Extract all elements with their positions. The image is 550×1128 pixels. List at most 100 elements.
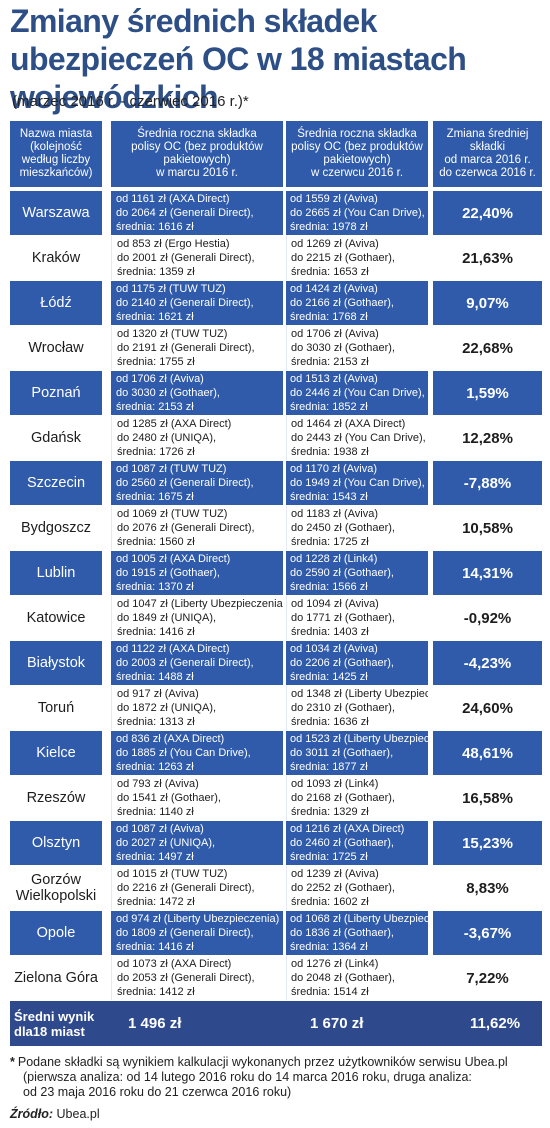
june-premium-line: od 1424 zł (Aviva) (290, 283, 378, 295)
june-premium: od 1424 zł (Aviva) do 2166 zł (Gothaer), ś… (286, 281, 428, 325)
march-premium-line: do 1872 zł (UNIQA), (117, 702, 217, 714)
june-premium: od 1559 zł (Aviva) do 2665 zł (You Can Dr… (286, 191, 428, 235)
june-premium-line: do 2460 zł (Gothaer), (290, 837, 394, 849)
city-name-text: Białystok (26, 655, 86, 671)
june-premium-line: od 1464 zł (AXA Direct) (291, 418, 406, 430)
march-premium: od 1161 zł (AXA Direct) do 2064 zł (Gener… (111, 191, 283, 235)
march-premium: od 1069 zł (TUW TUZ) do 2076 zł (Generali… (111, 506, 283, 550)
table-header: Nazwa miasta (kolejność według liczby mi… (10, 121, 542, 187)
march-premium: od 1073 zł (AXA Direct) do 2053 zł (Gener… (111, 956, 283, 1000)
table-row: Olsztyn od 1087 zł (Aviva) do 2027 zł (UNI… (10, 821, 542, 865)
june-premium-line: do 3011 zł (Gothaer), (290, 747, 394, 759)
summary-row: Średni wynik dla18 miast 1 496 zł 1 670 … (10, 1001, 542, 1046)
june-premium-line: do 1949 zł (You Can Drive), (290, 477, 425, 489)
change-percent: 48,61% (433, 731, 542, 775)
june-premium-line: od 1348 zł (Liberty Ubezpieczenia) (291, 688, 428, 700)
june-premium-line: od 1269 zł (Aviva) (291, 238, 379, 250)
june-premium: od 1183 zł (Aviva) do 2450 zł (Gothaer), ś… (286, 506, 428, 550)
march-premium-line: do 2027 zł (UNIQA), (116, 837, 216, 849)
footnote-star: * (10, 1055, 15, 1069)
table-row: Warszawa od 1161 zł (AXA Direct) do 2064 z… (10, 191, 542, 235)
march-premium-line: do 1809 zł (Generali Direct), (116, 927, 254, 939)
march-premium: od 1285 zł (AXA Direct) do 2480 zł (UNIQA… (111, 416, 283, 460)
march-premium: od 1320 zł (TUW TUZ) do 2191 zł (Generali… (111, 326, 283, 370)
table-row: Gorzów Wielkopolski od 1015 zł (TUW TUZ) d… (10, 866, 542, 910)
march-premium: od 974 zł (Liberty Ubezpieczenia) do 1809… (111, 911, 283, 955)
march-premium-line: do 2216 zł (Generali Direct), (117, 882, 255, 894)
march-premium: od 1005 zł (AXA Direct) do 1915 zł (Gotha… (111, 551, 283, 595)
change-percent: 12,28% (433, 416, 542, 460)
table-row: Wrocław od 1320 zł (TUW TUZ) do 2191 zł (G… (10, 326, 542, 370)
summary-march: 1 496 zł (128, 1015, 182, 1032)
june-premium: od 1216 zł (AXA Direct) do 2460 zł (Gotha… (286, 821, 428, 865)
june-premium-line: do 2590 zł (Gothaer), (290, 567, 394, 579)
march-premium: od 1706 zł (Aviva) do 3030 zł (Gothaer), ś… (111, 371, 283, 415)
june-premium: od 1269 zł (Aviva) do 2215 zł (Gothaer), ś… (286, 236, 428, 280)
table-row: Poznań od 1706 zł (Aviva) do 3030 zł (Goth… (10, 371, 542, 415)
march-premium-line: średnia: 1621 zł (116, 311, 194, 323)
march-premium-line: średnia: 1726 zł (117, 446, 195, 458)
march-premium: od 793 zł (Aviva) do 1541 zł (Gothaer), śr… (111, 776, 283, 820)
june-premium-line: średnia: 1514 zł (291, 986, 369, 998)
march-premium-line: od 853 zł (Ergo Hestia) (117, 238, 230, 250)
header-change: Zmiana średniej składki od marca 2016 r.… (433, 121, 542, 187)
june-premium: od 1513 zł (Aviva) do 2446 zł (You Can Dr… (286, 371, 428, 415)
table-row: Rzeszów od 793 zł (Aviva) do 1541 zł (Goth… (10, 776, 542, 820)
june-premium-line: do 2166 zł (Gothaer), (290, 297, 394, 309)
march-premium-line: do 2560 zł (Generali Direct), (116, 477, 254, 489)
march-premium-line: do 2480 zł (UNIQA), (117, 432, 217, 444)
city-name: Olsztyn (10, 821, 102, 865)
table-row: Kraków od 853 zł (Ergo Hestia) do 2001 zł … (10, 236, 542, 280)
march-premium-line: od 974 zł (Liberty Ubezpieczenia) (116, 913, 280, 925)
march-premium-line: od 1073 zł (AXA Direct) (117, 958, 232, 970)
june-premium: od 1068 zł (Liberty Ubezpieczenia) do 183… (286, 911, 428, 955)
march-premium-line: od 793 zł (Aviva) (117, 778, 199, 790)
change-percent: -0,92% (433, 596, 542, 640)
june-premium-line: średnia: 2153 zł (291, 356, 369, 368)
city-name-text: Łódź (40, 295, 72, 311)
june-premium-line: od 1228 zł (Link4) (290, 553, 378, 565)
change-percent: 1,59% (433, 371, 542, 415)
june-premium-line: od 1183 zł (Aviva) (291, 508, 379, 520)
march-premium-line: średnia: 1488 zł (116, 671, 194, 683)
march-premium-line: od 1706 zł (Aviva) (116, 373, 204, 385)
march-premium: od 1015 zł (TUW TUZ) do 2216 zł (Generali… (111, 866, 283, 910)
june-premium-line: do 1836 zł (Gothaer), (290, 927, 394, 939)
city-name: Kraków (10, 236, 102, 280)
june-premium: od 1093 zł (Link4) do 2168 zł (Gothaer), ś… (286, 776, 428, 820)
march-premium-line: do 2191 zł (Generali Direct), (117, 342, 255, 354)
june-premium-line: średnia: 1877 zł (290, 761, 368, 773)
march-premium-line: średnia: 1416 zł (116, 941, 194, 953)
footnote-line: od 23 maja 2016 roku do 21 czerwca 2016 … (23, 1085, 292, 1099)
june-premium-line: średnia: 1725 zł (291, 536, 369, 548)
footnote-line: * Podane składki są wynikiem kalkulacji w… (10, 1055, 545, 1070)
march-premium: od 853 zł (Ergo Hestia) do 2001 zł (Gener… (111, 236, 283, 280)
city-name-text: Zielona Góra (14, 970, 98, 986)
june-premium-line: średnia: 1425 zł (290, 671, 368, 683)
june-premium-line: od 1523 zł (Liberty Ubezpieczenia) (290, 733, 428, 745)
june-premium-line: średnia: 1768 zł (290, 311, 368, 323)
june-premium-line: do 2252 zł (Gothaer), (291, 882, 395, 894)
june-premium-line: średnia: 1725 zł (290, 851, 368, 863)
june-premium: od 1094 zł (Aviva) do 1771 zł (Gothaer), ś… (286, 596, 428, 640)
march-premium: od 917 zł (Aviva) do 1872 zł (UNIQA), śred… (111, 686, 283, 730)
june-premium-line: do 3030 zł (Gothaer), (291, 342, 395, 354)
march-premium-line: od 1122 zł (AXA Direct) (116, 643, 230, 655)
june-premium: od 1228 zł (Link4) do 2590 zł (Gothaer), ś… (286, 551, 428, 595)
march-premium-line: do 3030 zł (Gothaer), (116, 387, 220, 399)
city-name: Gdańsk (10, 416, 102, 460)
city-name-text: Gdańsk (31, 430, 81, 446)
march-premium: od 1087 zł (TUW TUZ) do 2560 zł (Generali… (111, 461, 283, 505)
march-premium-line: od 917 zł (Aviva) (117, 688, 199, 700)
june-premium: od 1034 zł (Aviva) do 2206 zł (Gothaer), ś… (286, 641, 428, 685)
june-premium-line: średnia: 1329 zł (291, 806, 369, 818)
table-row: Łódź od 1175 zł (TUW TUZ) do 2140 zł (Gene… (10, 281, 542, 325)
change-percent: 7,22% (433, 956, 542, 1000)
june-premium-line: do 2215 zł (Gothaer), (291, 252, 395, 264)
march-premium-line: od 1087 zł (TUW TUZ) (116, 463, 227, 475)
city-name-text: Bydgoszcz (20, 520, 92, 536)
city-name: Zielona Góra (10, 956, 102, 1000)
change-percent: 15,23% (433, 821, 542, 865)
city-name-text: Warszawa (22, 205, 90, 221)
march-premium-line: od 1161 zł (AXA Direct) (116, 193, 230, 205)
